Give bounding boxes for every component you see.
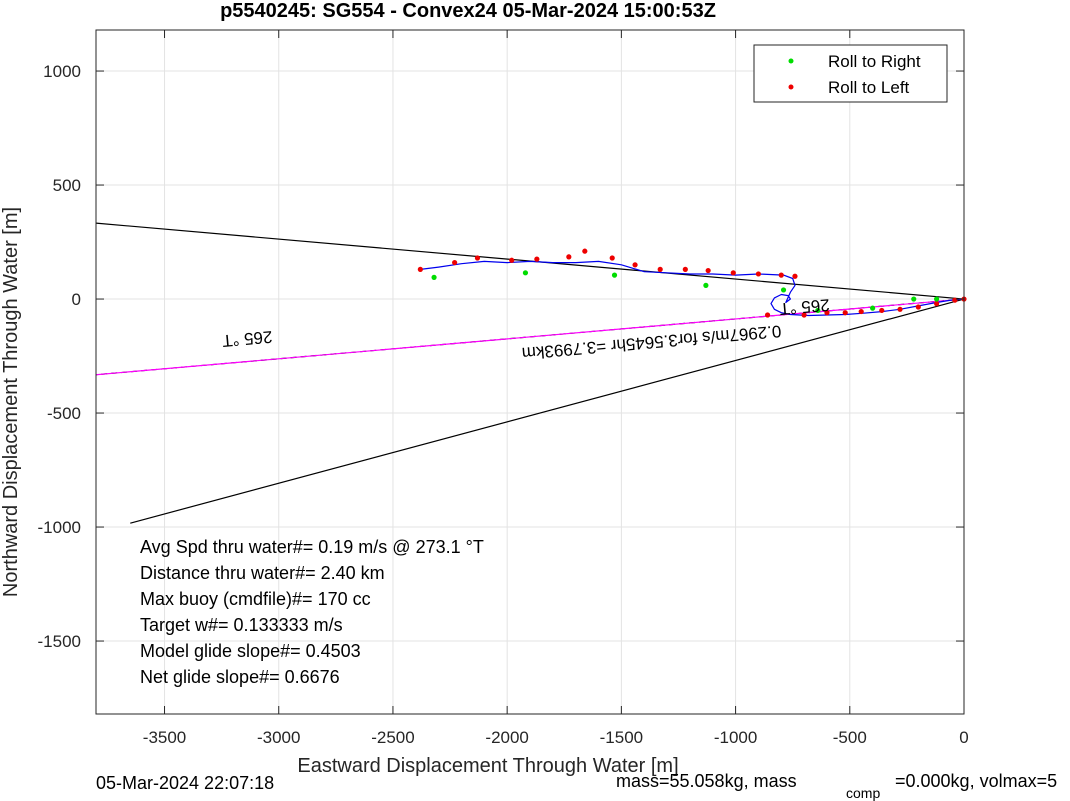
roll-left-point	[915, 304, 921, 310]
x-tick-label: -3500	[143, 728, 186, 747]
roll-left-point	[657, 266, 663, 272]
roll-left-point	[705, 267, 711, 274]
roll-right-point	[870, 305, 876, 311]
roll-right-point	[815, 307, 821, 314]
legend-box	[753, 44, 948, 103]
chart-title: p5540245: SG554 - Convex24 05-Mar-2024 1…	[220, 0, 716, 22]
x-tick-label: -3000	[257, 728, 300, 747]
roll-left-point	[801, 312, 807, 318]
roll-left-point	[452, 259, 458, 266]
y-tick-label: -500	[47, 404, 81, 423]
y-axis-ticks: 1000 500 0 -500 -1000 -1500	[38, 62, 964, 651]
roll-left-point	[609, 255, 615, 261]
roll-left-point	[792, 273, 798, 279]
legend-label-roll-left: Roll to Left	[828, 78, 910, 97]
roll-right-point	[611, 272, 618, 278]
stat-distance: Distance thru water#= 2.40 km	[140, 563, 385, 583]
roll-left-point	[897, 306, 903, 312]
roll-left-point	[755, 271, 762, 277]
x-tick-label: -500	[833, 728, 867, 747]
footer-timestamp: 05-Mar-2024 22:07:18	[96, 773, 274, 793]
y-tick-label: 500	[53, 176, 81, 195]
x-tick-label: -1500	[600, 728, 643, 747]
roll-left-point	[952, 297, 958, 303]
heading-annotation: 265 °T	[779, 295, 831, 318]
stat-net-glide-slope: Net glide slope#= 0.6676	[140, 667, 340, 687]
legend-label-roll-right: Roll to Right	[828, 52, 921, 71]
roll-right-point	[522, 270, 529, 276]
stat-avg-speed: Avg Spd thru water#= 0.19 m/s @ 273.1 °T	[140, 537, 484, 557]
roll-right-point	[780, 287, 787, 293]
y-tick-label: -1000	[38, 518, 81, 537]
grid-lines	[96, 30, 965, 714]
footer-mass: mass=55.058kg, mass	[616, 771, 797, 791]
roll-right-point	[703, 282, 709, 288]
dive-statistics: Avg Spd thru water#= 0.19 m/s @ 273.1 °T…	[140, 537, 484, 687]
stat-target-w: Target w#= 0.133333 m/s	[140, 615, 343, 635]
roll-left-point	[933, 301, 940, 307]
roll-left-point	[842, 310, 848, 316]
x-axis-ticks: -3500 -3000 -2500 -2000 -1500 -1000 -500 0	[143, 30, 969, 747]
y-tick-label: -1500	[38, 632, 81, 651]
roll-left-point	[582, 248, 588, 254]
footer-mass-comp-subscript: comp	[846, 785, 880, 801]
roll-left-point	[632, 262, 638, 268]
roll-left-point	[778, 272, 784, 278]
heading-annotation: 0.2967m/s for3.5645hr =3.7993km	[521, 321, 782, 363]
x-axis-label: Eastward Displacement Through Water [m]	[297, 755, 678, 777]
x-tick-label: -1000	[714, 728, 757, 747]
roll-left-point	[474, 255, 481, 261]
roll-left-point	[764, 312, 771, 318]
footer-mass-rest: =0.000kg, volmax=5	[895, 771, 1057, 791]
y-tick-label: 0	[72, 290, 81, 309]
y-axis-label: Northward Displacement Through Water [m]	[0, 207, 22, 597]
roll-right-point	[911, 296, 917, 302]
heading-line	[130, 298, 965, 524]
x-tick-label: 0	[959, 728, 968, 747]
x-tick-label: -2000	[485, 728, 528, 747]
plot-lines	[95, 222, 965, 524]
roll-left-point	[417, 266, 423, 272]
track-line	[420, 260, 965, 317]
roll-left-point	[824, 310, 830, 316]
heading-annotation: 265 °T	[221, 327, 273, 350]
roll-left-point	[858, 308, 864, 315]
legend: Roll to Right Roll to Left	[753, 44, 948, 103]
legend-marker-roll-right	[788, 58, 794, 64]
roll-left-point	[566, 254, 572, 260]
x-tick-label: -2500	[371, 728, 414, 747]
stat-max-buoy: Max buoy (cmdfile)#= 170 cc	[140, 589, 371, 609]
roll-left-point	[534, 256, 540, 262]
roll-left-point	[730, 270, 736, 276]
y-tick-label: 1000	[43, 62, 81, 81]
roll-right-point	[933, 296, 940, 302]
roll-left-point	[682, 266, 688, 272]
stat-model-glide-slope: Model glide slope#= 0.4503	[140, 641, 361, 661]
roll-right-point	[431, 274, 437, 280]
glider-track	[420, 260, 965, 317]
legend-marker-roll-left	[788, 84, 794, 90]
plot-frame	[95, 29, 965, 715]
heading-annotations: 265 °T 0.2967m/s for3.5645hr =3.7993km 265…	[221, 295, 830, 363]
roll-left-point	[509, 257, 515, 263]
roll-left-point	[879, 307, 885, 314]
